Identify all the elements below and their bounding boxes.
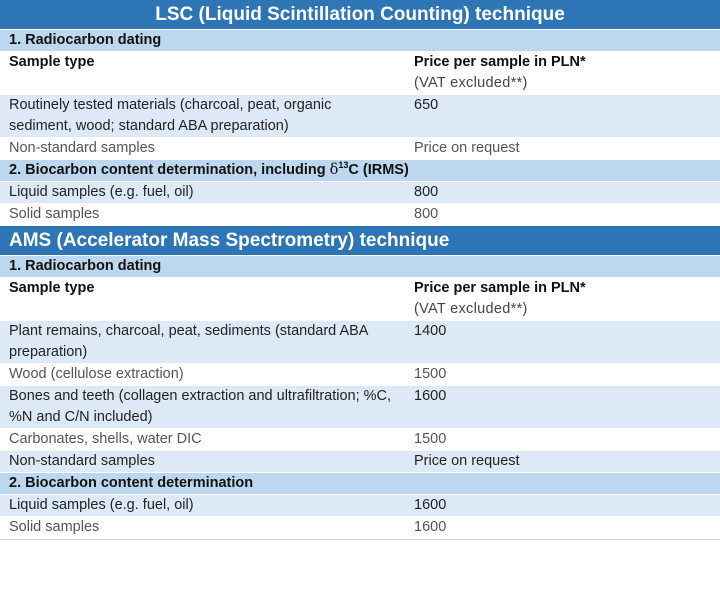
lsc-section-1-title: 1. Radiocarbon dating (0, 29, 720, 52)
lsc-section-2-title-pre: 2. Biocarbon content determination, incl… (9, 162, 330, 178)
ams-vat-note: (VAT excluded**) (414, 301, 528, 317)
lsc-col-price: Price per sample in PLN* (VAT excluded**… (405, 51, 720, 95)
price-cell: 1600 (405, 385, 720, 429)
price-cell: Price on request (405, 137, 720, 160)
sample-type-cell: Liquid samples (e.g. fuel, oil) (0, 494, 405, 517)
sample-type-cell: Plant remains, charcoal, peat, sediments… (0, 320, 405, 364)
ams-technique-title: AMS (Accelerator Mass Spectrometry) tech… (0, 225, 720, 256)
table-bottom-divider (0, 539, 720, 540)
table-row: Carbonates, shells, water DIC 1500 (0, 428, 720, 451)
lsc-column-header-row: Sample type Price per sample in PLN* (VA… (0, 51, 720, 95)
ams-section-2-title: 2. Biocarbon content determination (0, 472, 720, 495)
table-row: Liquid samples (e.g. fuel, oil) 1600 (0, 494, 720, 517)
delta-symbol: δ (329, 162, 339, 178)
isotope-superscript: 13 (338, 160, 349, 171)
price-cell: 1500 (405, 363, 720, 386)
table-row: Non-standard samples Price on request (0, 450, 720, 473)
pricing-table: LSC (Liquid Scintillation Counting) tech… (0, 0, 720, 539)
lsc-section-2-title-post: C (IRMS) (348, 162, 409, 178)
ams-column-header-row: Sample type Price per sample in PLN* (VA… (0, 277, 720, 321)
lsc-section-2-title: 2. Biocarbon content determination, incl… (0, 159, 720, 182)
ams-col-price-label: Price per sample in PLN* (414, 280, 586, 296)
sample-type-cell: Wood (cellulose extraction) (0, 363, 405, 386)
ams-col-sample-type: Sample type (0, 277, 405, 321)
lsc-section-2-row: 2. Biocarbon content determination, incl… (0, 159, 720, 182)
lsc-col-price-label: Price per sample in PLN* (414, 54, 586, 70)
table-row: Liquid samples (e.g. fuel, oil) 800 (0, 181, 720, 204)
lsc-col-sample-type: Sample type (0, 51, 405, 95)
table-row: Solid samples 1600 (0, 516, 720, 539)
price-cell: 650 (405, 94, 720, 138)
price-cell: 1600 (405, 494, 720, 517)
sample-type-cell: Liquid samples (e.g. fuel, oil) (0, 181, 405, 204)
price-cell: Price on request (405, 450, 720, 473)
price-cell: 1500 (405, 428, 720, 451)
sample-type-cell: Solid samples (0, 516, 405, 539)
price-cell: 1600 (405, 516, 720, 539)
lsc-section-1-row: 1. Radiocarbon dating (0, 29, 720, 52)
sample-type-cell: Solid samples (0, 203, 405, 226)
sample-type-cell: Non-standard samples (0, 450, 405, 473)
ams-col-price: Price per sample in PLN* (VAT excluded**… (405, 277, 720, 321)
price-cell: 1400 (405, 320, 720, 364)
sample-type-cell: Carbonates, shells, water DIC (0, 428, 405, 451)
table-row: Wood (cellulose extraction) 1500 (0, 363, 720, 386)
table-row: Plant remains, charcoal, peat, sediments… (0, 320, 720, 364)
table-row: Non-standard samples Price on request (0, 137, 720, 160)
ams-section-1-row: 1. Radiocarbon dating (0, 255, 720, 278)
lsc-technique-title: LSC (Liquid Scintillation Counting) tech… (0, 0, 720, 30)
sample-type-cell: Non-standard samples (0, 137, 405, 160)
price-cell: 800 (405, 203, 720, 226)
sample-type-cell: Bones and teeth (collagen extraction and… (0, 385, 405, 429)
table-row: Solid samples 800 (0, 203, 720, 226)
table-row: Bones and teeth (collagen extraction and… (0, 385, 720, 429)
ams-header-row: AMS (Accelerator Mass Spectrometry) tech… (0, 225, 720, 256)
table-row: Routinely tested materials (charcoal, pe… (0, 94, 720, 138)
lsc-vat-note: (VAT excluded**) (414, 75, 528, 91)
lsc-header-row: LSC (Liquid Scintillation Counting) tech… (0, 0, 720, 30)
sample-type-cell: Routinely tested materials (charcoal, pe… (0, 94, 405, 138)
price-cell: 800 (405, 181, 720, 204)
ams-section-1-title: 1. Radiocarbon dating (0, 255, 720, 278)
ams-section-2-row: 2. Biocarbon content determination (0, 472, 720, 495)
